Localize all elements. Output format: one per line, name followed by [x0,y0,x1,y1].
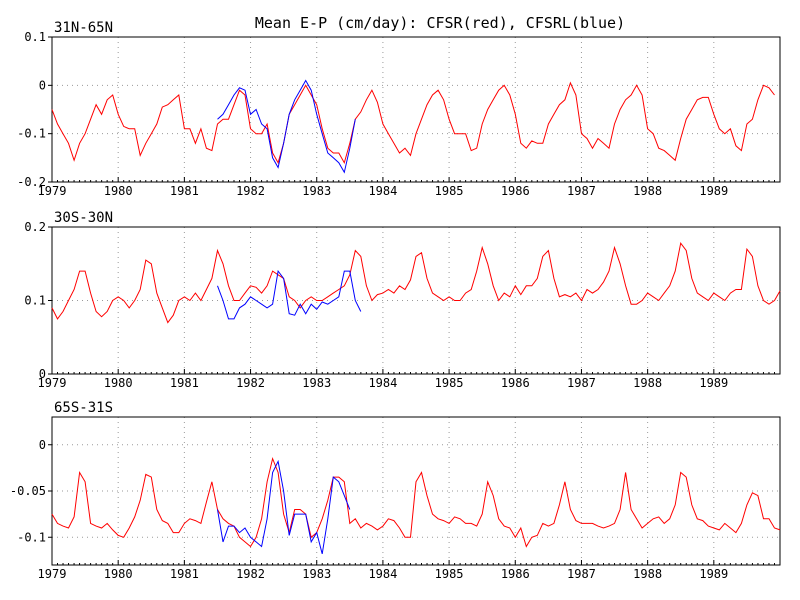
x-tick-label: 1980 [104,567,133,581]
x-tick-label: 1983 [302,567,331,581]
panel-2: 1979 1980 1981 1982 1983 1984 1985 1986 1987 1988… [24,210,781,390]
x-tick-label: 1984 [368,184,397,198]
series-line-cfsrl [217,79,356,174]
x-tick-label: 1989 [699,376,728,390]
x-tick-label: 1980 [104,376,133,390]
x-tick-label: 1984 [368,567,397,581]
chart-title: Mean E-P (cm/day): CFSR(red), CFSRL(blue… [255,14,625,32]
region-label: 30S-30N [54,210,113,226]
y-tick-label: 0 [39,438,46,452]
x-tick-label: 1986 [501,376,530,390]
plot-frame [51,226,781,375]
x-tick-label: 1981 [170,376,199,390]
plot-frame [51,416,781,566]
x-tick-label: 1979 [38,567,67,581]
x-tick-label: 1987 [567,567,596,581]
y-tick-label: 0 [39,367,46,381]
y-tick-label: -0.2 [17,175,46,189]
x-tick-label: 1982 [236,376,265,390]
x-tick-label: 1979 [38,376,67,390]
x-tick-label: 1984 [368,376,397,390]
x-tick-label: 1982 [236,567,265,581]
series-line-cfsrl [217,459,351,555]
y-tick-label: 0.1 [24,294,46,308]
y-tick-label: 0.2 [24,220,46,234]
panel-1: 1979 1980 1981 1982 1983 1984 1985 1986 1987 1988… [17,20,781,198]
x-tick-label: 1982 [236,184,265,198]
region-label: 65S-31S [54,400,113,416]
x-tick-label: 1981 [170,184,199,198]
x-tick-label: 1985 [435,376,464,390]
series-line-cfsr [51,81,775,164]
y-tick-label: -0.1 [17,530,46,544]
series-line-cfsr [51,242,781,324]
y-tick-label: 0 [39,78,46,92]
x-tick-label: 1979 [38,184,67,198]
x-tick-label: 1986 [501,184,530,198]
x-tick-label: 1986 [501,567,530,581]
panel-3: 1979 1980 1981 1982 1983 1984 1985 1986 1987 1988… [10,400,781,581]
x-tick-label: 1989 [699,567,728,581]
x-tick-label: 1989 [699,184,728,198]
x-tick-label: 1983 [302,376,331,390]
x-tick-label: 1985 [435,567,464,581]
x-tick-label: 1980 [104,184,133,198]
chart-panels: 1979 1980 1981 1982 1983 1984 1985 1986 1987 1988… [10,20,781,581]
series-line-cfsr [51,456,781,548]
x-tick-label: 1981 [170,567,199,581]
x-tick-label: 1983 [302,184,331,198]
y-tick-label: 0.1 [24,30,46,44]
x-tick-label: 1987 [567,184,596,198]
x-tick-label: 1988 [633,184,662,198]
series-line-cfsrl [217,269,362,320]
x-tick-label: 1987 [567,376,596,390]
y-tick-label: -0.1 [17,127,46,141]
region-label: 31N-65N [54,20,113,36]
x-tick-label: 1988 [633,376,662,390]
x-tick-label: 1985 [435,184,464,198]
y-tick-label: -0.05 [10,484,46,498]
x-tick-label: 1988 [633,567,662,581]
